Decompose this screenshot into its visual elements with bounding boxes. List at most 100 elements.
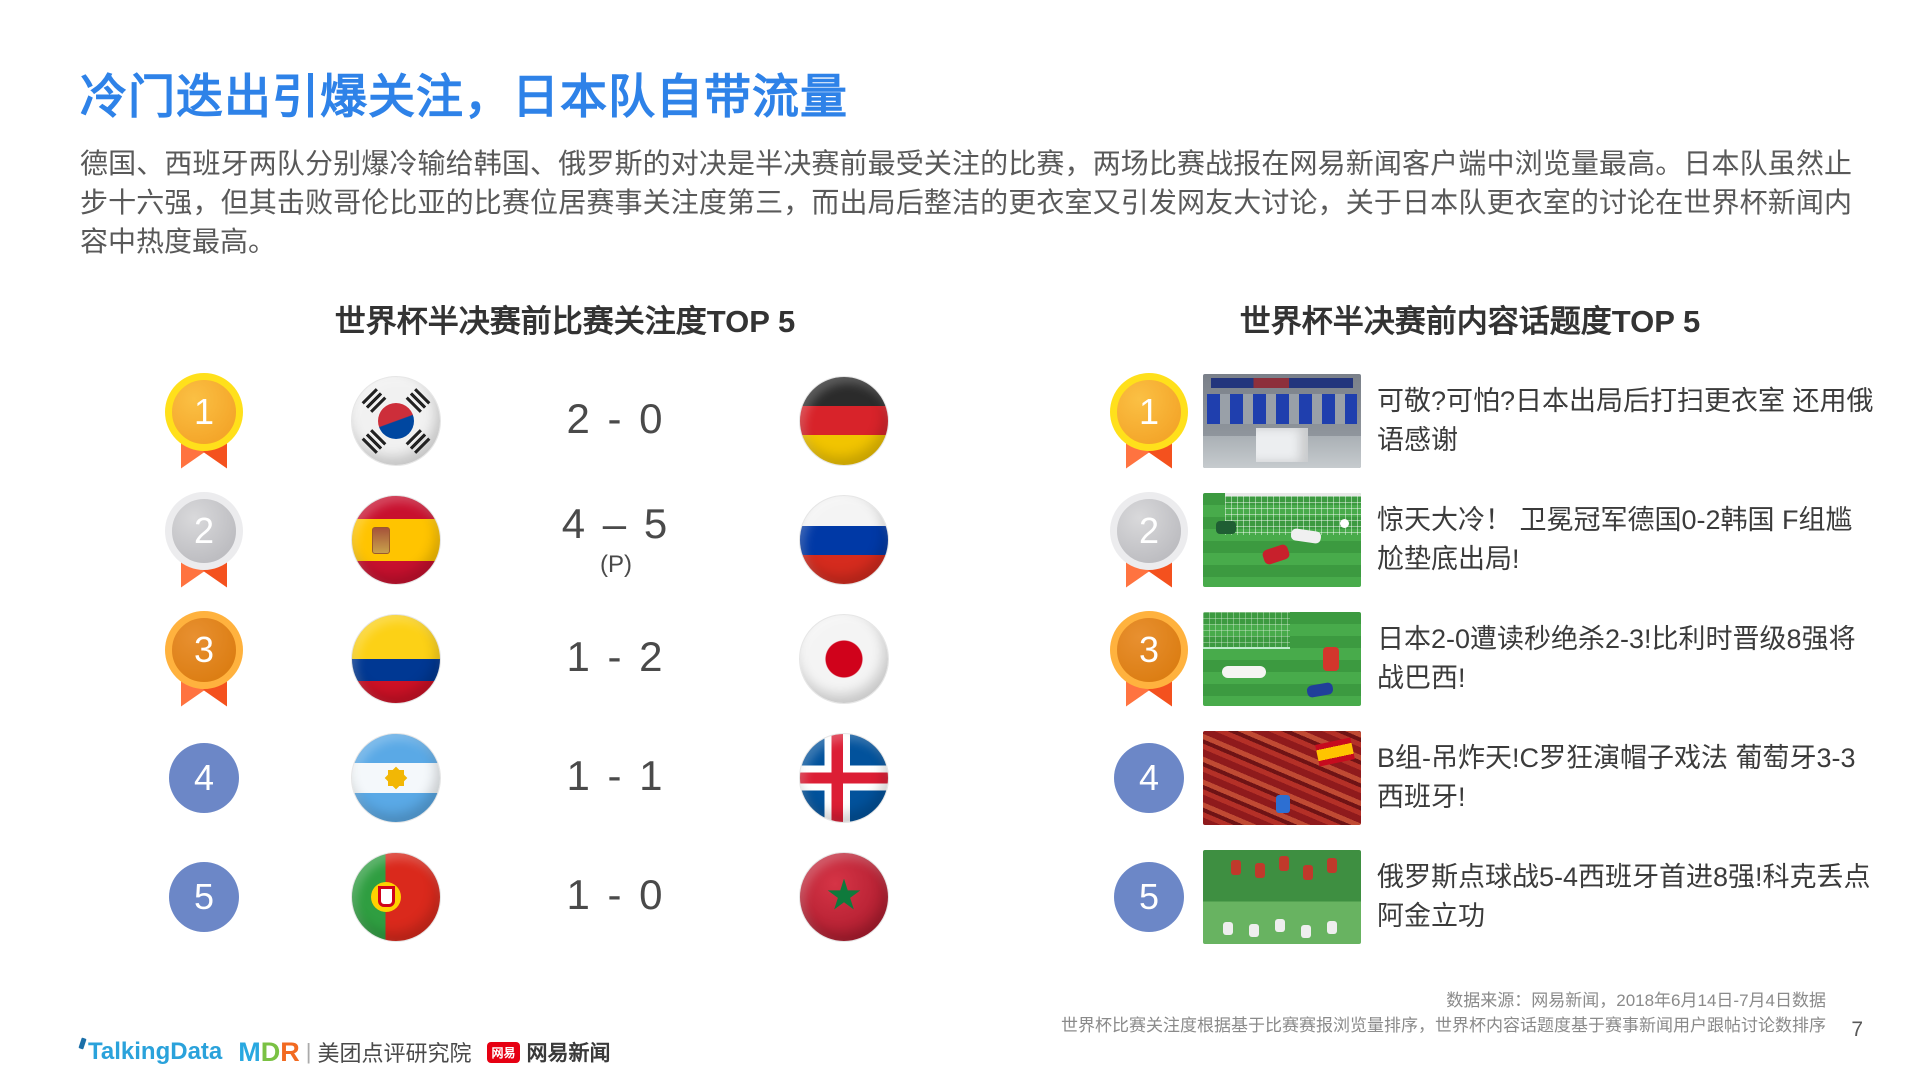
rank-number: 2 — [193, 509, 215, 551]
source-line-1: 数据来源：网易新闻，2018年6月14日-7月4日数据 — [1446, 991, 1826, 1010]
thumb-part — [1221, 666, 1266, 679]
mdr-letter: D — [260, 1036, 281, 1067]
rank-1-medal-icon: 1 — [1110, 372, 1188, 469]
netease-news-logo: 网易 网易新闻 — [487, 1037, 611, 1067]
thumb-part — [1315, 736, 1355, 767]
rank-number: 5 — [1138, 875, 1160, 917]
score-block: 2 - 0 — [501, 395, 731, 446]
match-score: 1 - 2 — [566, 633, 666, 680]
rank-4-medal-icon: 4 — [165, 739, 243, 817]
score-block: 1 - 0 — [501, 871, 731, 922]
topic-ranking-rows: 1 可敬?可怕?日本出局后打扫更衣室 还用俄语感谢 2 — [1080, 361, 1890, 956]
match-score: 4 – 5 — [561, 500, 671, 547]
mdr-label: 美团点评研究院 — [317, 1041, 472, 1066]
match-ranking-title: 世界杯半决赛前比赛关注度TOP 5 — [334, 304, 796, 339]
score-block: 1 - 1 — [501, 752, 731, 803]
rank-2-medal-icon: 2 — [1110, 491, 1188, 588]
medal-circle: 2 — [1110, 491, 1188, 570]
source-line-2: 世界杯比赛关注度根据基于比赛赛报浏览量排序，世界杯内容话题度基于赛事新闻用户跟帖… — [1061, 1016, 1826, 1035]
thumb-part — [1261, 543, 1291, 566]
match-row-1: 1 2 - 0 — [80, 361, 930, 480]
medal-circle: 5 — [1114, 861, 1184, 932]
match-ranking-rows: 1 2 - 0 — [80, 361, 930, 956]
netease-badge-icon: 网易 — [487, 1041, 520, 1063]
medal-circle: 4 — [169, 742, 239, 813]
flag-germany-icon — [799, 375, 889, 466]
flag-morocco-icon — [799, 851, 889, 942]
match-row-4: 4 1 - 1 — [80, 718, 930, 837]
rank-2-medal-icon: 2 — [165, 491, 243, 588]
score-block: 1 - 2 — [501, 633, 731, 684]
thumb-part — [1215, 520, 1236, 534]
medal-circle: 5 — [169, 861, 239, 932]
topic-row-2: 2 惊天大冷！ 卫冕冠军德国0-2韩国 F组尴尬垫底出局! — [1080, 480, 1890, 599]
thumb-part — [1211, 377, 1353, 388]
medal-circle: 1 — [1110, 372, 1188, 451]
topic-row-3: 3 日本2-0遭读秒绝杀2-3!比利时晋级8强将战巴西! — [1080, 599, 1890, 718]
logo-divider: | — [305, 1039, 312, 1064]
thumb-part — [1275, 795, 1290, 814]
rank-number: 3 — [1138, 628, 1160, 670]
rank-number: 3 — [193, 628, 215, 670]
rank-4-medal-icon: 4 — [1110, 739, 1188, 817]
rank-number: 5 — [193, 875, 215, 917]
medal-circle: 2 — [165, 491, 243, 570]
rank-1-medal-icon: 1 — [165, 372, 243, 469]
thumb-part — [1231, 859, 1241, 875]
talkingdata-wordmark: TalkingData — [88, 1038, 223, 1065]
rank-number: 1 — [1138, 390, 1160, 432]
topic-row-4: 4 B组-吊炸天!C罗狂演帽子戏法 葡萄牙3-3西班牙! — [1080, 718, 1890, 837]
news-headline: 惊天大冷！ 卫冕冠军德国0-2韩国 F组尴尬垫底出局! — [1377, 504, 1853, 574]
mdr-letter: R — [280, 1036, 300, 1067]
rank-number: 4 — [1138, 756, 1160, 798]
taegeuk-symbol — [378, 402, 414, 439]
match-row-2: 2 4 – 5 (P) — [80, 480, 930, 599]
rank-3-medal-icon: 3 — [165, 610, 243, 707]
page-number: 7 — [1851, 1018, 1863, 1041]
score-block: 4 – 5 (P) — [501, 500, 731, 579]
thumbnail-germany-korea-goal — [1203, 492, 1361, 587]
medal-circle: 3 — [1110, 610, 1188, 689]
thumb-part — [1256, 427, 1308, 462]
flag-south-korea-icon — [351, 375, 441, 466]
thumb-part — [1203, 611, 1290, 650]
flag-russia-icon — [799, 494, 889, 585]
rank-3-medal-icon: 3 — [1110, 610, 1188, 707]
netease-news-label: 网易新闻 — [526, 1042, 611, 1065]
data-source-notes: 数据来源：网易新闻，2018年6月14日-7月4日数据 世界杯比赛关注度根据基于… — [1061, 988, 1826, 1038]
medal-circle: 1 — [165, 372, 243, 451]
thumbnail-japan-belgium-goal — [1203, 611, 1361, 706]
match-row-5: 5 1 - 0 — [80, 837, 930, 956]
flag-iceland-icon — [799, 732, 889, 823]
topic-row-5: 5 俄罗斯点球战5-4西班牙首进8强!科克丢点阿金立功 — [1080, 837, 1890, 956]
thumb-part — [1305, 681, 1334, 699]
medal-circle: 3 — [165, 610, 243, 689]
match-score: 1 - 1 — [566, 752, 666, 799]
talkingdata-tick-icon — [78, 1037, 87, 1050]
news-headline: 日本2-0遭读秒绝杀2-3!比利时晋级8强将战巴西! — [1377, 623, 1856, 693]
rank-number: 4 — [193, 756, 215, 798]
match-ranking-section: 世界杯半决赛前比赛关注度TOP 5 1 2 - 0 — [80, 296, 930, 956]
flag-colombia-icon — [351, 613, 441, 704]
rank-number: 2 — [1138, 509, 1160, 551]
flag-portugal-icon — [351, 851, 441, 942]
penalty-note: (P) — [600, 551, 632, 578]
rank-5-medal-icon: 5 — [1110, 858, 1188, 936]
topic-ranking-section: 世界杯半决赛前内容话题度TOP 5 1 可敬?可怕?日本出局后打扫更衣室 还用俄… — [1080, 296, 1890, 956]
topic-row-1: 1 可敬?可怕?日本出局后打扫更衣室 还用俄语感谢 — [1080, 361, 1890, 480]
match-score: 2 - 0 — [566, 395, 666, 442]
spain-crest — [372, 526, 390, 554]
flag-spain-icon — [351, 494, 441, 585]
topic-ranking-title: 世界杯半决赛前内容话题度TOP 5 — [1239, 304, 1701, 339]
thumb-part — [1207, 393, 1357, 424]
medal-circle: 4 — [1114, 742, 1184, 813]
rank-5-medal-icon: 5 — [165, 858, 243, 936]
thumbnail-japan-locker-room — [1203, 373, 1361, 468]
portugal-shield — [377, 886, 395, 907]
thumb-part — [1340, 518, 1349, 528]
news-headline: B组-吊炸天!C罗狂演帽子戏法 葡萄牙3-3西班牙! — [1377, 742, 1856, 812]
page-title: 冷门迭出引爆关注，日本队自带流量 — [80, 70, 848, 123]
news-headline: 可敬?可怕?日本出局后打扫更衣室 还用俄语感谢 — [1377, 385, 1874, 455]
